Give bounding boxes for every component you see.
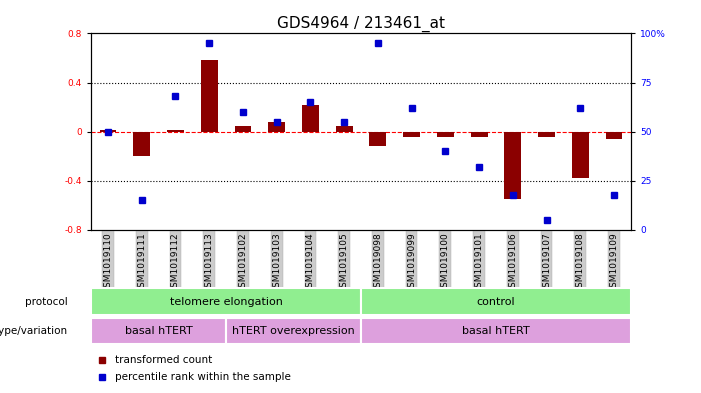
Text: GSM1019100: GSM1019100 bbox=[441, 233, 450, 294]
Text: GSM1019107: GSM1019107 bbox=[542, 233, 551, 294]
Text: GSM1019110: GSM1019110 bbox=[104, 233, 112, 294]
Text: protocol: protocol bbox=[25, 297, 67, 307]
Text: GSM1019109: GSM1019109 bbox=[610, 233, 618, 294]
Text: GSM1019101: GSM1019101 bbox=[475, 233, 484, 294]
Bar bbox=[369, 132, 386, 146]
Text: GSM1019106: GSM1019106 bbox=[508, 233, 517, 294]
Text: basal hTERT: basal hTERT bbox=[462, 326, 530, 336]
Text: control: control bbox=[477, 297, 515, 307]
Bar bbox=[200, 61, 217, 132]
Bar bbox=[606, 132, 622, 139]
Text: GSM1019112: GSM1019112 bbox=[171, 233, 180, 293]
Bar bbox=[470, 132, 487, 136]
Bar bbox=[572, 132, 589, 178]
FancyBboxPatch shape bbox=[91, 288, 361, 315]
Text: GSM1019111: GSM1019111 bbox=[137, 233, 147, 294]
Text: hTERT overexpression: hTERT overexpression bbox=[232, 326, 355, 336]
FancyBboxPatch shape bbox=[361, 318, 631, 344]
FancyBboxPatch shape bbox=[361, 288, 631, 315]
Text: GSM1019098: GSM1019098 bbox=[374, 233, 382, 294]
Bar bbox=[538, 132, 555, 136]
Text: GSM1019099: GSM1019099 bbox=[407, 233, 416, 294]
FancyBboxPatch shape bbox=[91, 318, 226, 344]
Bar bbox=[403, 132, 420, 136]
Text: GSM1019104: GSM1019104 bbox=[306, 233, 315, 293]
Title: GDS4964 / 213461_at: GDS4964 / 213461_at bbox=[277, 16, 445, 32]
Text: genotype/variation: genotype/variation bbox=[0, 326, 67, 336]
Bar bbox=[336, 125, 353, 132]
Text: GSM1019108: GSM1019108 bbox=[576, 233, 585, 294]
FancyBboxPatch shape bbox=[226, 318, 361, 344]
Bar bbox=[437, 132, 454, 136]
Bar bbox=[167, 130, 184, 132]
Bar bbox=[302, 105, 319, 132]
Text: GSM1019105: GSM1019105 bbox=[340, 233, 348, 294]
Bar bbox=[235, 125, 252, 132]
Text: GSM1019113: GSM1019113 bbox=[205, 233, 214, 294]
Text: percentile rank within the sample: percentile rank within the sample bbox=[116, 372, 292, 382]
Bar bbox=[133, 132, 150, 156]
Text: GSM1019103: GSM1019103 bbox=[272, 233, 281, 294]
Text: transformed count: transformed count bbox=[116, 354, 212, 365]
Bar bbox=[100, 130, 116, 132]
Bar bbox=[505, 132, 522, 199]
Bar bbox=[268, 122, 285, 132]
Text: GSM1019102: GSM1019102 bbox=[238, 233, 247, 293]
Text: telomere elongation: telomere elongation bbox=[170, 297, 283, 307]
Text: basal hTERT: basal hTERT bbox=[125, 326, 193, 336]
